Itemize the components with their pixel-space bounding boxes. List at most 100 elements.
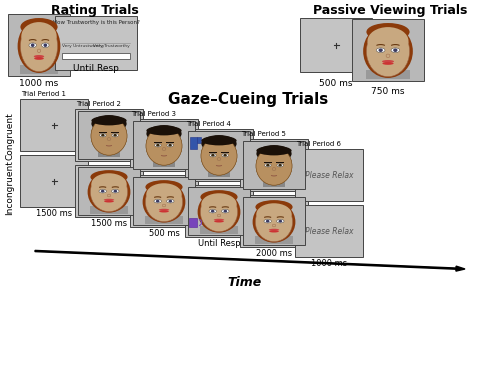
Bar [295,205,363,257]
Ellipse shape [104,200,114,202]
Bar [221,152,230,153]
Ellipse shape [391,48,400,52]
Text: Trial Period 4: Trial Period 4 [186,121,231,127]
Bar [185,129,253,181]
Bar [200,226,237,234]
Ellipse shape [92,115,126,132]
Ellipse shape [108,194,110,197]
Text: Please Relax: Please Relax [305,171,353,179]
Ellipse shape [209,209,216,213]
Bar [352,19,424,81]
Ellipse shape [146,182,182,222]
Bar [276,162,284,163]
Ellipse shape [363,25,413,78]
Bar [208,152,217,153]
Ellipse shape [393,48,398,52]
Bar [8,14,70,76]
Ellipse shape [156,144,160,146]
Ellipse shape [29,43,36,48]
Ellipse shape [214,219,224,221]
Ellipse shape [162,204,166,207]
Text: Gaze–Cueing Trials: Gaze–Cueing Trials [168,92,328,107]
Ellipse shape [200,190,237,204]
Bar [188,187,250,235]
Ellipse shape [201,137,237,175]
Text: Trial Period 5: Trial Period 5 [241,131,286,137]
Ellipse shape [92,116,126,126]
Ellipse shape [114,190,117,193]
Ellipse shape [256,146,292,156]
Ellipse shape [376,48,385,52]
Bar [269,180,279,187]
Ellipse shape [146,127,182,165]
FancyArrow shape [35,250,465,271]
Ellipse shape [88,171,130,213]
Ellipse shape [222,209,229,213]
Ellipse shape [168,144,172,146]
Ellipse shape [264,219,272,223]
Ellipse shape [34,55,44,58]
Ellipse shape [224,154,227,157]
Ellipse shape [269,229,279,231]
Text: Trial Period 6: Trial Period 6 [296,141,341,147]
Ellipse shape [217,157,221,161]
Ellipse shape [104,199,114,201]
Ellipse shape [20,18,58,36]
Ellipse shape [20,21,58,72]
Bar [104,204,114,211]
Ellipse shape [256,145,292,162]
Bar [20,155,88,207]
Ellipse shape [167,143,173,147]
Bar [300,18,372,72]
Text: 750 ms: 750 ms [371,87,405,96]
Ellipse shape [211,154,214,157]
Text: 1000 ms: 1000 ms [311,259,347,268]
Text: How Trustworthy is this Person?: How Trustworthy is this Person? [52,20,140,25]
Ellipse shape [156,200,160,202]
Ellipse shape [368,27,408,55]
Ellipse shape [146,183,182,205]
Ellipse shape [264,164,271,167]
Bar [256,236,292,243]
Ellipse shape [202,135,236,152]
Bar [214,224,224,231]
Bar [153,162,175,167]
Text: 1000 ms: 1000 ms [20,79,59,88]
Ellipse shape [211,210,214,213]
Ellipse shape [202,193,236,215]
Text: Trial Period 3: Trial Period 3 [131,111,176,117]
Bar [154,142,162,143]
Bar [243,141,305,189]
Bar [20,65,58,74]
Ellipse shape [90,170,128,184]
Text: Incongruent: Incongruent [6,161,15,216]
Bar [20,99,88,151]
Text: Time: Time [228,276,262,289]
Text: 1500 ms: 1500 ms [91,219,127,228]
Ellipse shape [154,199,162,203]
Ellipse shape [159,210,169,213]
Ellipse shape [266,164,270,167]
Ellipse shape [224,210,227,213]
Ellipse shape [22,22,56,50]
Bar [104,150,114,157]
Ellipse shape [218,214,220,217]
Ellipse shape [146,125,182,142]
Bar [133,121,195,169]
Bar [146,216,182,224]
Ellipse shape [154,143,161,147]
Ellipse shape [101,190,104,193]
Text: Trial Period 1: Trial Period 1 [21,91,66,97]
Bar [34,62,44,71]
Bar [240,139,308,191]
Ellipse shape [159,209,169,211]
Ellipse shape [201,137,237,175]
Ellipse shape [44,44,47,47]
Bar [240,195,308,247]
Ellipse shape [166,199,174,203]
Bar [197,137,201,143]
Ellipse shape [276,219,284,223]
Bar [130,175,198,227]
Ellipse shape [38,49,40,53]
Ellipse shape [386,54,390,57]
